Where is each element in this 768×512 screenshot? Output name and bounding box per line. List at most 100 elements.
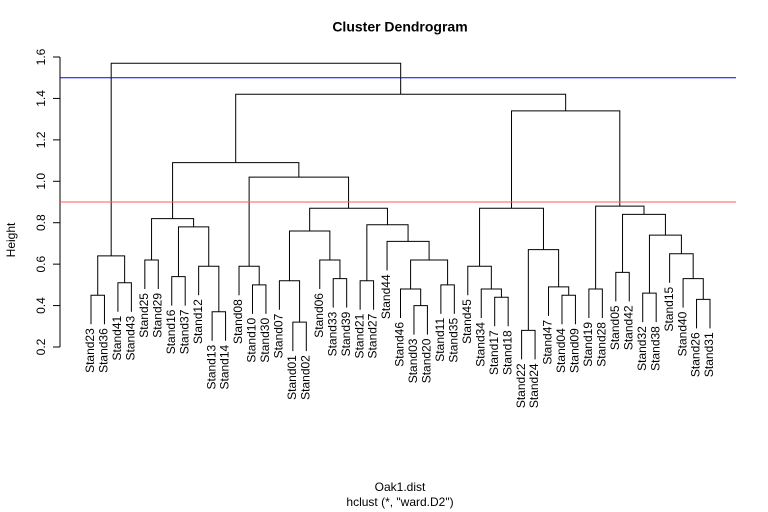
merge	[413, 305, 428, 335]
leaf-label: Stand40	[675, 311, 689, 356]
merge	[669, 253, 694, 283]
leaf-label: Stand45	[460, 299, 474, 344]
leaf-label: Stand15	[662, 286, 676, 331]
merge	[90, 294, 105, 325]
y-axis-label: Height	[4, 222, 18, 257]
merge	[386, 240, 430, 271]
merge	[172, 162, 300, 219]
merge	[309, 207, 388, 231]
y-tick-label: 1.2	[34, 131, 48, 148]
x-axis-label: Oak1.dist	[375, 480, 426, 494]
merge	[251, 284, 267, 314]
leaf-label: Stand27	[366, 313, 380, 358]
merge	[400, 288, 422, 318]
merge	[494, 296, 509, 327]
merge	[648, 234, 682, 294]
leaf-label: Stand10	[245, 318, 259, 363]
leaf-label: Stand19	[581, 322, 595, 367]
leaf-label: Stand24	[527, 363, 541, 408]
leaf-label: Stand30	[258, 318, 272, 363]
leaf-label: Stand22	[514, 363, 528, 408]
merge	[561, 294, 576, 325]
y-tick-label: 0.4	[34, 297, 48, 314]
merge	[238, 265, 260, 296]
leaf-label: Stand01	[285, 355, 299, 400]
leaf-label: Stand12	[191, 299, 205, 344]
leaf-label: Stand39	[339, 311, 353, 356]
leaf-label: Stand32	[635, 326, 649, 371]
y-tick-label: 1.6	[34, 48, 48, 65]
merge	[479, 207, 544, 267]
leaf-label: Stand23	[83, 328, 97, 373]
merge	[527, 249, 560, 331]
leaf-label: Stand44	[379, 274, 393, 319]
merge	[151, 218, 195, 260]
merge	[97, 255, 126, 296]
leaf-label: Stand29	[150, 293, 164, 338]
leaf-label: Stand09	[568, 328, 582, 373]
merge	[359, 280, 375, 310]
leaf-label: Stand04	[554, 328, 568, 373]
leaf-label: Stand47	[541, 320, 555, 365]
leaf-label: Stand05	[608, 305, 622, 350]
leaf-label: Stand33	[325, 311, 339, 356]
y-tick-label: 0.2	[34, 338, 48, 355]
leaf-label: Stand07	[272, 313, 286, 358]
leaf-label: Stand14	[218, 344, 232, 389]
merge	[211, 311, 227, 341]
leaf-label: Stand43	[124, 315, 138, 360]
leaf-label: Stand41	[110, 315, 124, 360]
leaf-label: Stand42	[621, 305, 635, 350]
leaf-label: Stand36	[97, 328, 111, 373]
leaf-label: Stand06	[312, 293, 326, 338]
merge	[588, 288, 603, 318]
merge	[144, 259, 159, 289]
merge	[595, 205, 645, 289]
merge	[440, 284, 455, 314]
y-tick-label: 0.6	[34, 255, 48, 272]
merge	[171, 276, 186, 306]
leaf-label: Stand31	[702, 332, 716, 377]
leaf-label: Stand34	[473, 322, 487, 367]
leaf-label: Stand25	[137, 293, 151, 338]
merge	[248, 176, 350, 267]
leaf-label: Stand20	[420, 338, 434, 383]
merge	[682, 278, 704, 308]
merge	[615, 271, 630, 302]
merge	[288, 230, 331, 281]
merge	[467, 265, 492, 296]
merge	[117, 282, 132, 312]
leaf-label: Stand18	[500, 330, 514, 375]
merge	[642, 292, 657, 323]
leaf-label: Stand11	[433, 318, 447, 362]
leaf-label: Stand46	[393, 322, 407, 367]
leaf-label: Stand26	[689, 332, 703, 377]
y-tick-label: 1.0	[34, 173, 48, 190]
merge	[292, 321, 307, 352]
merge	[696, 298, 711, 329]
merge	[521, 329, 536, 360]
subtitle: hclust (*, "ward.D2")	[346, 495, 453, 509]
y-tick-label: 0.8	[34, 214, 48, 231]
merge	[110, 62, 402, 256]
merge	[622, 213, 666, 273]
merge	[319, 259, 341, 289]
merge	[366, 224, 409, 281]
leaf-label: Stand21	[352, 313, 366, 358]
leaf-label: Stand28	[595, 322, 609, 367]
leaf-label: Stand17	[487, 330, 501, 375]
leaf-label: Stand08	[231, 299, 245, 344]
merge	[548, 286, 570, 316]
leaf-label: Stand35	[446, 318, 460, 363]
merge	[511, 110, 621, 209]
y-tick-label: 1.4	[34, 90, 48, 107]
merge	[235, 93, 567, 163]
merge	[480, 288, 502, 318]
merge	[177, 226, 210, 277]
leaf-label: Stand03	[406, 338, 420, 383]
chart-title: Cluster Dendrogram	[332, 19, 467, 35]
leaf-label: Stand38	[648, 326, 662, 371]
merge	[332, 278, 348, 308]
leaf-label: Stand16	[164, 309, 178, 354]
